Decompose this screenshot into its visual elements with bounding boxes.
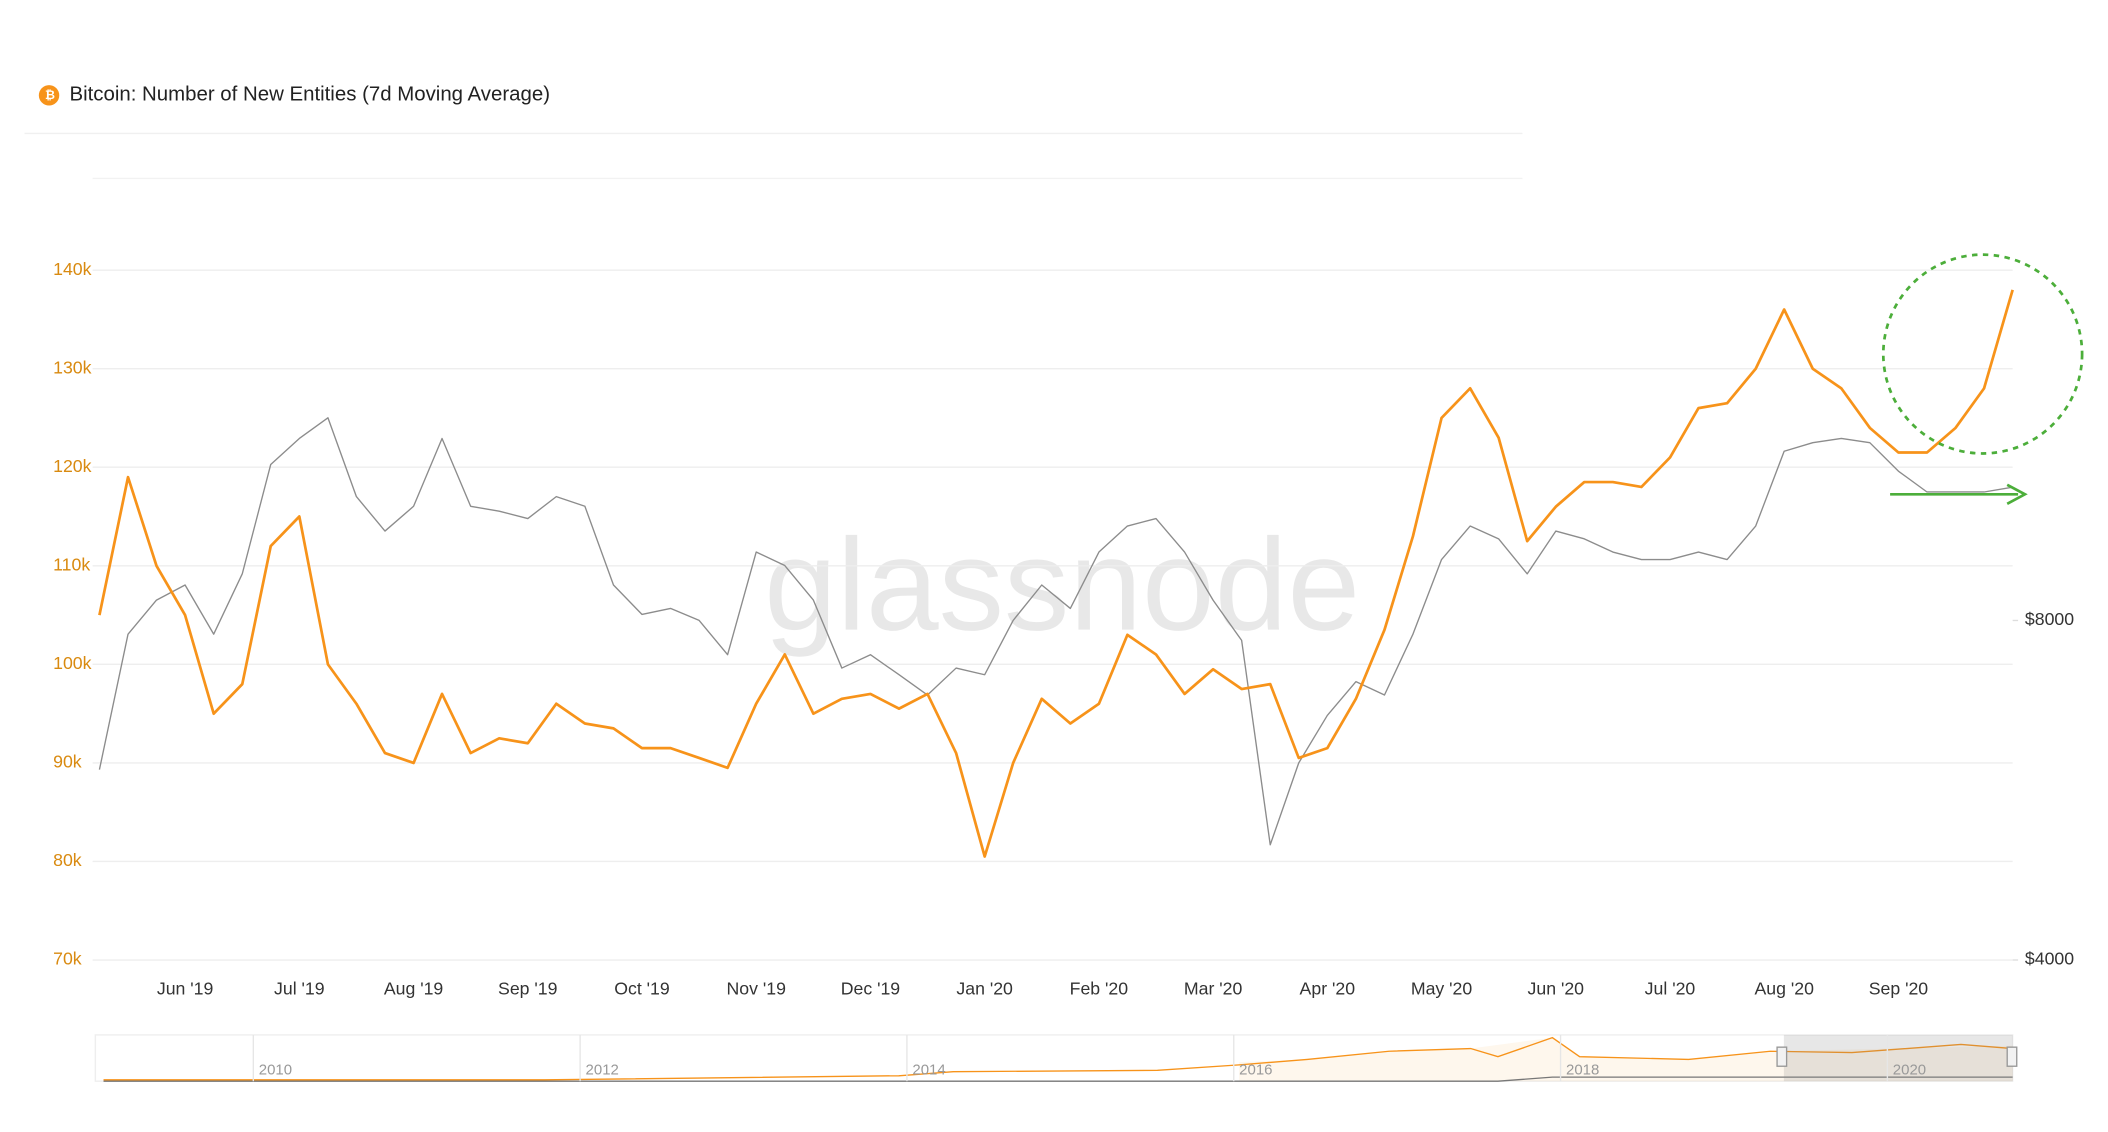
y2-tick-label: $8000	[2025, 609, 2074, 629]
y-tick-label: 90k	[53, 752, 82, 772]
navigator-label: 2014	[912, 1061, 945, 1078]
navigator-label: 2016	[1239, 1061, 1272, 1078]
watermark: glassnode	[764, 512, 1360, 658]
navigator-label: 2010	[259, 1061, 292, 1078]
x-tick-label: Jun '20	[1528, 979, 1585, 999]
trend-arrow-head	[2006, 483, 2028, 506]
navigator-label: 2020	[1893, 1061, 1926, 1078]
navigator-handle-left[interactable]	[1776, 1046, 1788, 1067]
x-tick-label: May '20	[1411, 979, 1473, 999]
navigator-selection[interactable]	[1783, 1034, 2013, 1082]
x-tick-label: Dec '19	[841, 979, 900, 999]
x-tick-label: Oct '19	[614, 979, 669, 999]
x-tick-label: Jan '20	[956, 979, 1013, 999]
navigator-frame	[94, 1034, 2014, 1082]
x-tick-label: Jul '19	[274, 979, 325, 999]
plot-area: 70k 80k 90k 100k 110k 120k 130k 140k $4000 $8000 J…	[53, 259, 2074, 999]
chart-title: Bitcoin: Number of New Entities (7d Movi…	[69, 84, 550, 106]
y-tick-label: 130k	[53, 357, 92, 377]
x-tick-label: Mar '20	[1184, 979, 1243, 999]
navigator-label: 2012	[586, 1061, 619, 1078]
navigator-label: 2018	[1566, 1061, 1599, 1078]
x-tick-label: Feb '20	[1070, 979, 1129, 999]
y-tick-label: 120k	[53, 456, 92, 476]
y-tick-label: 140k	[53, 259, 92, 279]
x-tick-label: Jul '20	[1645, 979, 1696, 999]
navigator-area	[1239, 1037, 2013, 1082]
bitcoin-icon-glyph: ₿	[45, 88, 55, 102]
x-tick-label: Aug '20	[1754, 979, 1814, 999]
y-tick-label: 110k	[53, 554, 90, 574]
navigator-line	[103, 1036, 2013, 1081]
bitcoin-icon	[38, 85, 60, 106]
y-tick-label: 80k	[53, 850, 82, 870]
navigator-price-line	[103, 1076, 2013, 1082]
x-tick-label: Sep '19	[498, 979, 557, 999]
series-line	[98, 289, 2014, 858]
y2-tick-label: $4000	[2025, 949, 2074, 969]
y-tick-label: 70k	[53, 949, 82, 969]
x-tick-label: Apr '20	[1300, 979, 1356, 999]
highlight-circle	[1881, 253, 2084, 455]
navigator-handle-right[interactable]	[2006, 1046, 2018, 1067]
navigator: 2010 2012 2014 2016 2018 2020	[94, 1034, 2018, 1082]
x-tick-label: Sep '20	[1869, 979, 1929, 999]
x-tick-label: Jun '19	[157, 979, 213, 999]
y-tick-label: 100k	[53, 653, 92, 673]
x-tick-label: Nov '19	[726, 979, 785, 999]
price-line	[98, 417, 2013, 846]
x-tick-label: Aug '19	[384, 979, 443, 999]
